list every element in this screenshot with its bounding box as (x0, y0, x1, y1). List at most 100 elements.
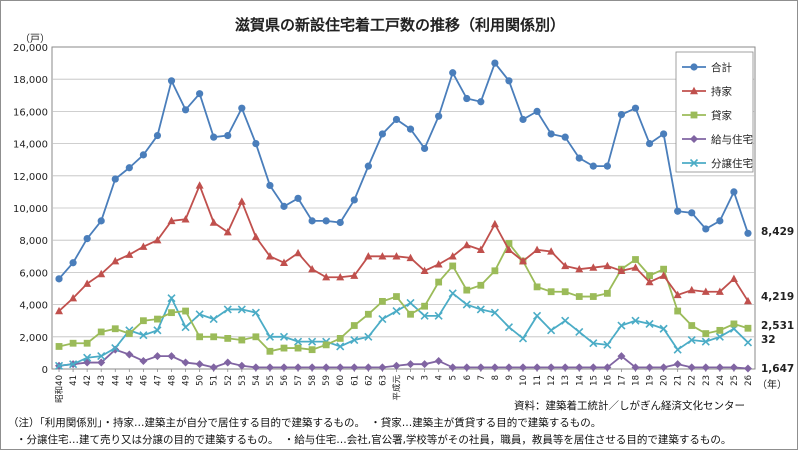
data-point (251, 308, 260, 317)
x-tick-label: 51 (210, 375, 220, 386)
x-tick-label: 3 (421, 375, 431, 380)
data-point (238, 104, 246, 112)
data-point (181, 106, 190, 114)
data-point (589, 339, 598, 348)
data-point (237, 361, 246, 370)
data-point (617, 111, 626, 119)
x-tick-label: 63 (378, 375, 388, 386)
data-point (743, 296, 752, 305)
data-point (575, 293, 583, 300)
data-point (55, 343, 63, 350)
data-point (490, 363, 499, 372)
data-point (631, 263, 640, 271)
data-point (251, 232, 260, 241)
data-point (154, 315, 161, 323)
data-point (631, 316, 640, 325)
data-point (490, 219, 499, 228)
data-point (322, 363, 331, 372)
series-line (58, 241, 749, 353)
data-point (406, 253, 415, 262)
data-point (279, 363, 288, 372)
data-point (702, 225, 710, 233)
data-point (603, 289, 611, 297)
end-value-label: 2,531 (761, 320, 794, 332)
data-point (617, 352, 626, 361)
data-point (701, 363, 710, 372)
data-point (561, 316, 570, 325)
data-point (364, 310, 372, 318)
data-point (715, 287, 724, 295)
data-point (364, 363, 373, 372)
data-point (673, 345, 682, 354)
data-point (533, 311, 542, 320)
data-point (336, 273, 345, 281)
data-point (308, 264, 317, 273)
data-point (392, 252, 401, 260)
data-point (603, 340, 612, 349)
data-point (111, 345, 120, 354)
data-point (435, 112, 443, 120)
data-point (350, 363, 359, 372)
data-point (575, 363, 584, 372)
data-point (434, 311, 443, 320)
data-point (660, 130, 668, 138)
data-point (308, 363, 317, 372)
data-point (97, 269, 106, 278)
data-point (209, 315, 218, 324)
x-tick-label: 44 (111, 375, 121, 386)
data-point (561, 261, 570, 270)
data-point (111, 344, 120, 353)
data-point (224, 131, 232, 140)
data-point (69, 339, 77, 347)
data-point (505, 240, 513, 247)
x-tick-label: 57 (294, 375, 304, 386)
data-point (645, 140, 654, 148)
data-point (280, 344, 288, 352)
data-point (167, 294, 176, 303)
data-point (350, 271, 359, 279)
data-point (322, 341, 330, 349)
legend-label: 貸家 (711, 109, 732, 122)
data-point (392, 361, 401, 370)
legend-box (675, 51, 754, 173)
series-3 (55, 345, 752, 373)
x-tick-label: 50 (196, 375, 206, 386)
x-tick-label: 13 (561, 375, 571, 386)
data-point (294, 344, 302, 352)
y-tick-label: 8,000 (19, 236, 48, 247)
data-point (434, 260, 443, 268)
data-point (54, 361, 64, 370)
x-tick-label: 2 (407, 375, 417, 380)
data-point (181, 323, 190, 332)
data-point (55, 306, 64, 315)
x-tick-label: 8 (491, 375, 501, 380)
data-point (350, 322, 358, 329)
data-point (462, 300, 471, 309)
data-point (477, 281, 485, 289)
data-point (111, 325, 119, 333)
data-point (265, 252, 274, 260)
x-tick-label: 43 (97, 375, 107, 386)
data-point (350, 335, 359, 345)
data-point (195, 181, 204, 189)
x-tick-label: 17 (617, 375, 627, 386)
data-point (701, 287, 710, 295)
data-point (449, 69, 457, 77)
data-point (168, 309, 175, 317)
data-point (336, 363, 345, 372)
data-point (139, 242, 148, 250)
data-point (575, 264, 584, 273)
data-point (687, 363, 696, 372)
data-point (420, 266, 429, 274)
data-point (111, 175, 119, 183)
data-point (293, 337, 303, 346)
data-point (687, 285, 696, 294)
data-point (238, 336, 246, 344)
data-point (111, 256, 120, 265)
data-point (701, 337, 710, 346)
x-tick-label: 54 (252, 375, 262, 386)
data-point (196, 90, 204, 98)
data-point (631, 363, 640, 372)
data-point (533, 107, 541, 115)
data-point (743, 364, 752, 373)
